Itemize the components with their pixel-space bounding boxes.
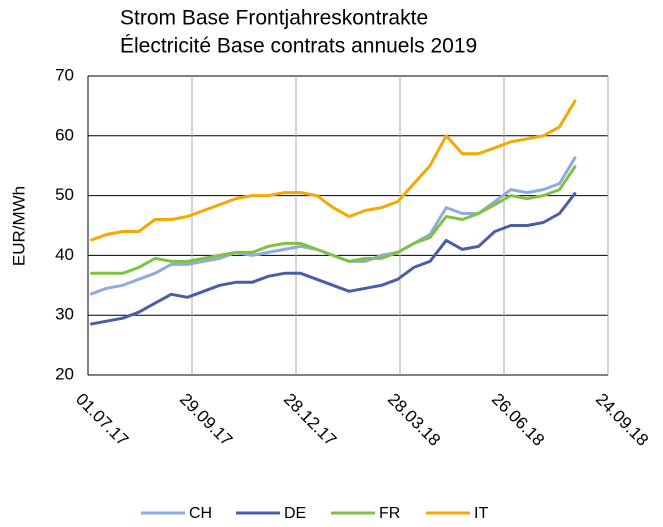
legend-label: CH: [189, 505, 212, 522]
y-tick-label: 70: [55, 65, 74, 84]
y-tick-label: 20: [55, 364, 74, 383]
series-line: [90, 164, 577, 275]
series-line: [89, 155, 577, 296]
x-tick-label: 29.09.17: [176, 390, 236, 450]
x-tick-label: 28.03.18: [384, 390, 444, 450]
y-tick-label: 50: [55, 185, 74, 204]
legend-label: DE: [284, 505, 306, 522]
y-axis-label: EUR/MWh: [9, 186, 28, 266]
x-tick-label: 01.07.17: [72, 390, 132, 450]
x-tick-label: 26.06.18: [488, 390, 548, 450]
series-line: [89, 99, 577, 242]
y-tick-label: 60: [55, 125, 74, 144]
chart-subtitle: Électricité Base contrats annuels 2019: [120, 35, 477, 58]
y-tick-label: 40: [55, 245, 74, 264]
series-line: [90, 191, 577, 326]
chart-title: Strom Base Frontjahreskontrakte: [120, 7, 428, 30]
x-tick-label: 28.12.17: [280, 390, 340, 450]
y-tick-label: 30: [55, 305, 74, 324]
legend-label: IT: [474, 505, 488, 522]
x-tick-label: 24.09.18: [592, 390, 652, 450]
legend-label: FR: [379, 505, 400, 522]
